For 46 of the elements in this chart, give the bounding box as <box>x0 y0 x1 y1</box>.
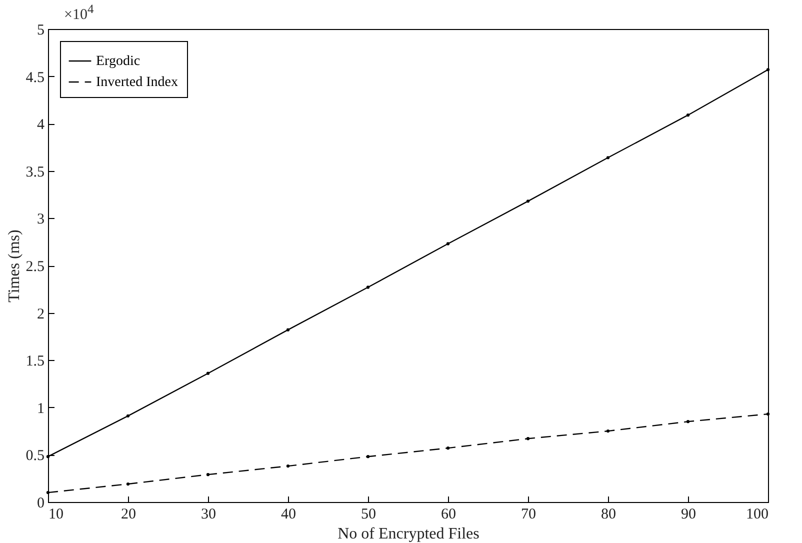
point <box>46 455 50 458</box>
point <box>126 482 130 486</box>
y-tick-label: 5 <box>37 22 44 38</box>
y-tick-label: 4.5 <box>26 70 44 86</box>
y-tick-label: 3 <box>37 212 44 228</box>
point <box>46 490 50 494</box>
y-tick-label: 1.5 <box>26 354 44 370</box>
point <box>766 412 770 416</box>
legend-label: Ergodic <box>96 54 140 69</box>
y-tick-label: 2 <box>37 306 44 322</box>
point <box>526 437 530 440</box>
x-tick-label: 30 <box>201 506 216 522</box>
point <box>366 455 370 458</box>
x-axis-title: No of Encrypted Files <box>338 526 480 542</box>
y-tick-label: 1 <box>37 400 44 417</box>
y-axis-title: Times (ms) <box>6 230 23 302</box>
point <box>686 420 690 424</box>
x-tick-label: 50 <box>361 506 376 522</box>
point <box>606 156 610 160</box>
point <box>366 286 370 289</box>
x-tick-label: 60 <box>441 506 456 522</box>
y-tick-label: 2.5 <box>26 259 44 275</box>
point <box>286 464 290 468</box>
x-tick-label: 40 <box>281 506 296 522</box>
y-tick-label: 0 <box>37 496 44 512</box>
x-tick-label: 10 <box>48 506 64 522</box>
point <box>526 200 530 203</box>
point <box>686 114 690 117</box>
x-tick-label: 70 <box>521 506 536 522</box>
y-tick-label: 4 <box>37 117 45 134</box>
x-tick-label: 20 <box>121 506 136 522</box>
point <box>206 372 210 375</box>
x-tick-label: 80 <box>601 506 616 522</box>
point <box>446 242 450 246</box>
point <box>286 328 290 332</box>
x-tick-label: 100 <box>746 506 768 522</box>
text: ×10$^{4}$ <box>64 2 94 24</box>
x-tick-label: 90 <box>681 506 696 522</box>
point <box>126 414 130 418</box>
point <box>446 446 450 450</box>
y-tick-label: 3.5 <box>26 164 44 180</box>
y-tick-label: 0.5 <box>26 448 44 464</box>
legend-label: Inverted Index <box>96 75 178 90</box>
point <box>766 68 770 72</box>
point <box>206 472 210 476</box>
point <box>606 429 610 433</box>
